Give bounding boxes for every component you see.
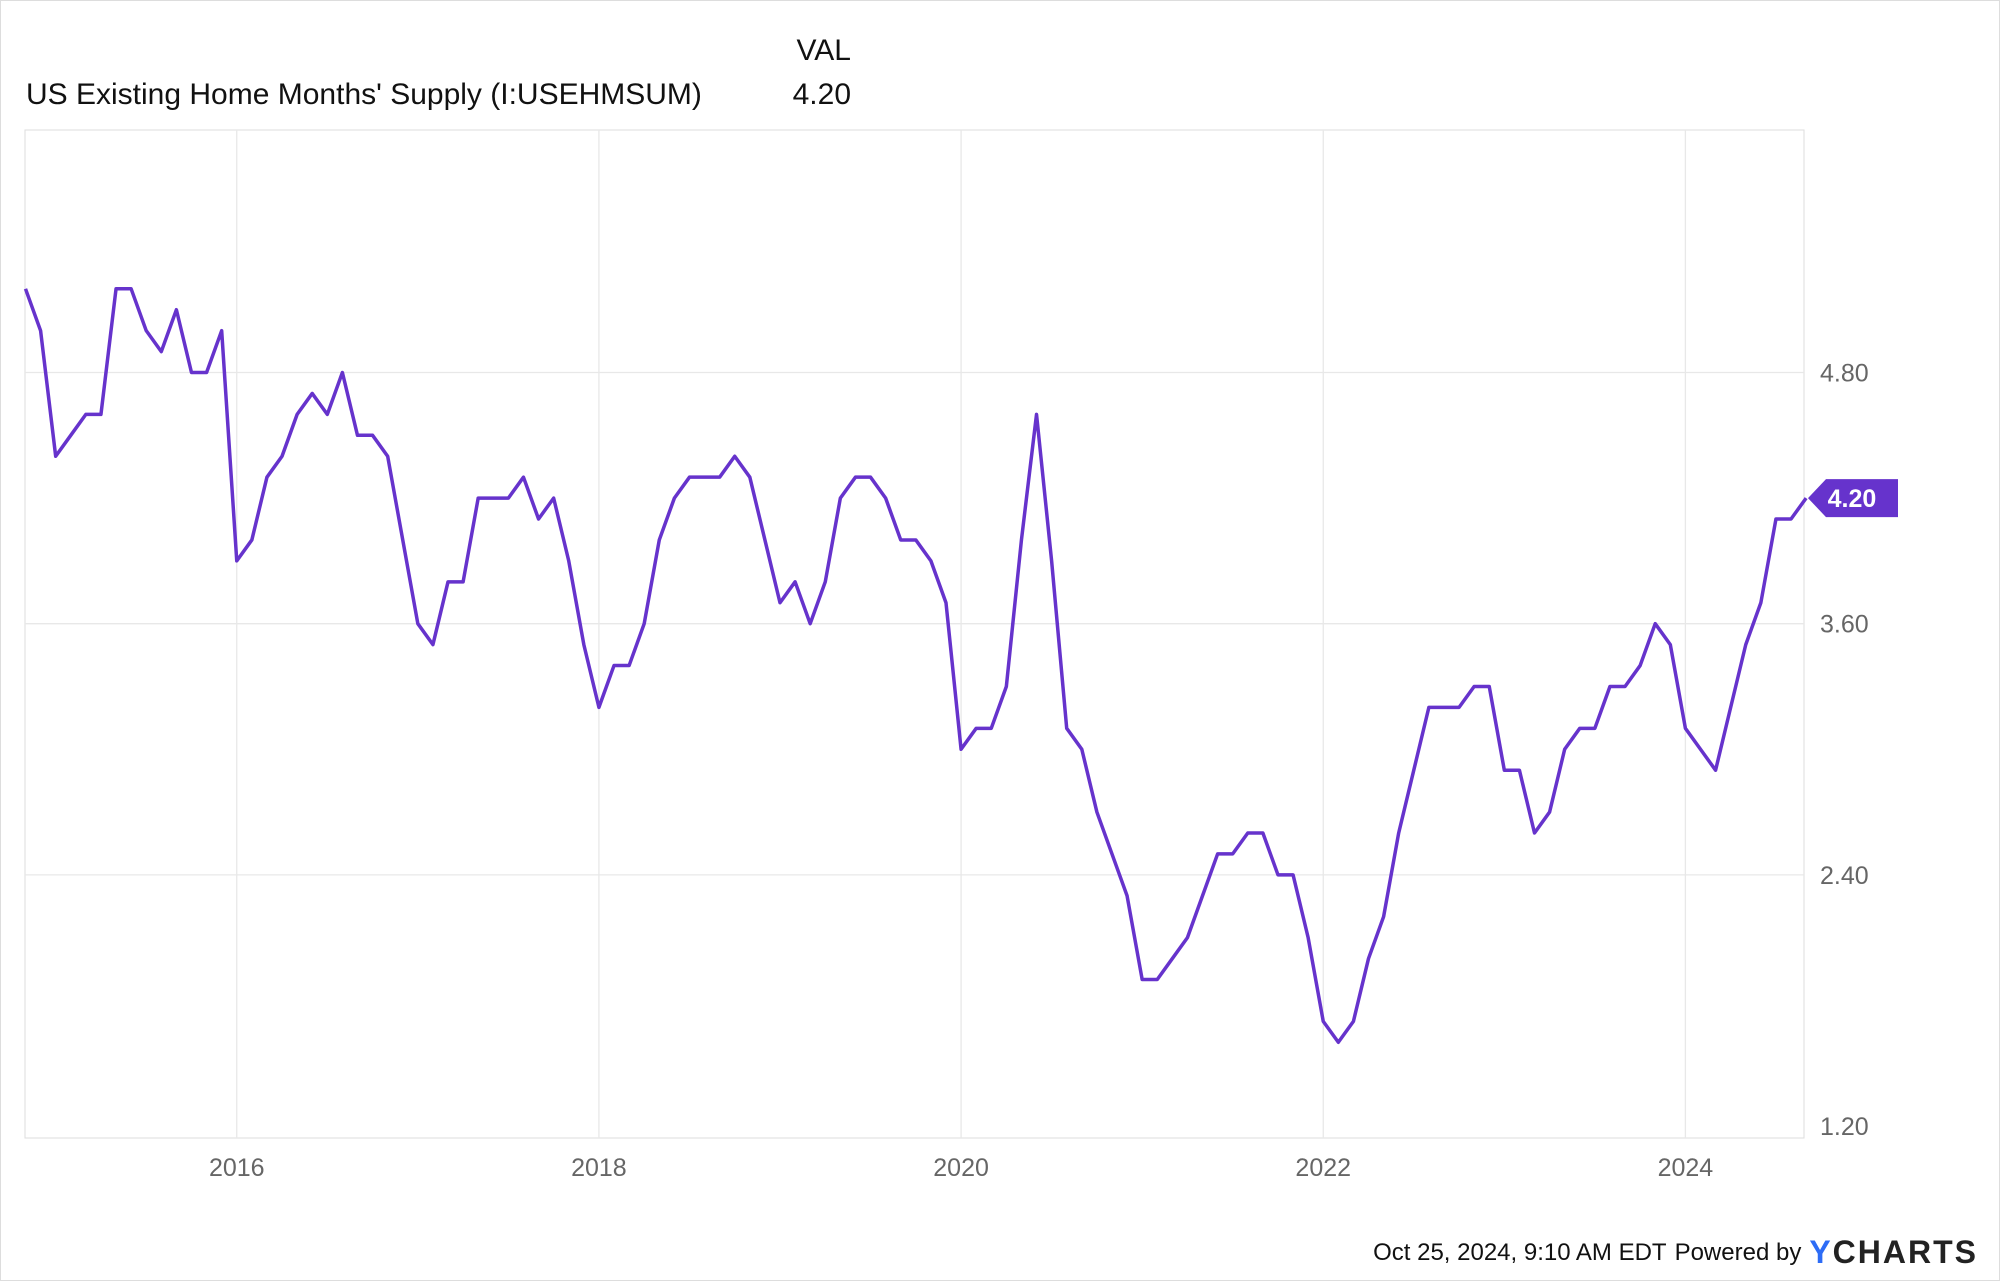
x-tick-label: 2018 [571, 1154, 627, 1182]
y-tick-label: 1.20 [1820, 1113, 1869, 1141]
series-name[interactable]: US Existing Home Months' Supply (I:USEHM… [26, 78, 702, 111]
footer: Oct 25, 2024, 9:10 AM EDT Powered by YCH… [1373, 1234, 1978, 1271]
value-column-header: VAL [796, 34, 851, 67]
plot-area [24, 129, 1805, 1139]
last-value-badge [1808, 479, 1898, 518]
x-tick-label: 2016 [209, 1154, 265, 1182]
series-value: 4.20 [792, 78, 851, 111]
y-tick-label: 2.40 [1820, 862, 1869, 890]
x-tick-label: 2024 [1658, 1154, 1714, 1182]
ycharts-logo[interactable]: YCHARTS [1809, 1234, 1978, 1271]
y-tick-label: 3.60 [1820, 611, 1869, 639]
x-tick-label: 2020 [933, 1154, 989, 1182]
logo-text: CHARTS [1832, 1234, 1978, 1270]
timestamp: Oct 25, 2024, 9:10 AM EDT [1373, 1238, 1667, 1266]
logo-y: Y [1809, 1234, 1833, 1270]
powered-by: Powered by [1674, 1238, 1802, 1266]
y-tick-label: 4.80 [1820, 360, 1869, 388]
series-line [23, 287, 1808, 1045]
x-tick-label: 2022 [1295, 1154, 1351, 1182]
last-value-label: 4.20 [1828, 485, 1877, 513]
